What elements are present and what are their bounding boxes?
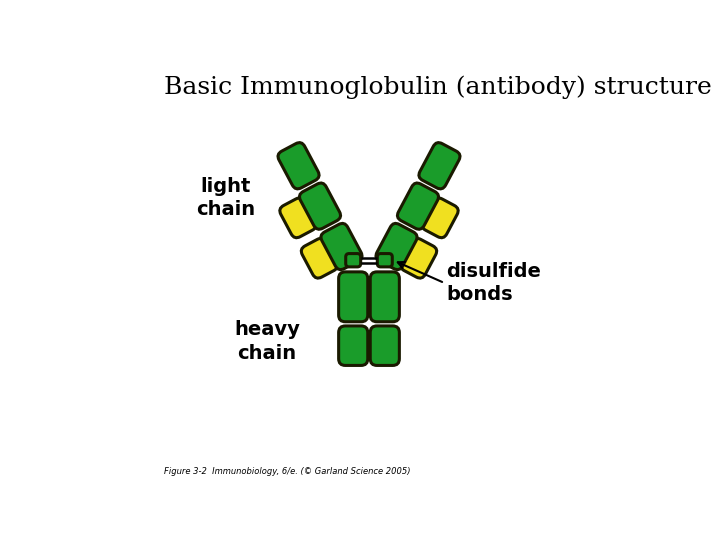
Text: light
chain: light chain [196,177,255,219]
FancyBboxPatch shape [278,143,319,189]
Text: disulfide
bonds: disulfide bonds [446,262,541,305]
FancyBboxPatch shape [280,198,316,238]
FancyBboxPatch shape [422,198,458,238]
FancyBboxPatch shape [321,224,362,269]
Text: Figure 3-2  Immunobiology, 6/e. (© Garland Science 2005): Figure 3-2 Immunobiology, 6/e. (© Garlan… [164,467,411,476]
Text: heavy
chain: heavy chain [234,320,300,362]
FancyBboxPatch shape [300,183,341,230]
FancyBboxPatch shape [419,143,460,189]
FancyBboxPatch shape [377,254,392,267]
FancyBboxPatch shape [400,238,437,278]
FancyBboxPatch shape [338,326,368,366]
FancyBboxPatch shape [376,224,417,269]
FancyBboxPatch shape [397,183,438,230]
Text: Basic Immunoglobulin (antibody) structure: Basic Immunoglobulin (antibody) structur… [164,75,712,99]
FancyBboxPatch shape [346,254,361,267]
FancyBboxPatch shape [370,272,400,322]
FancyBboxPatch shape [338,272,368,322]
FancyBboxPatch shape [370,326,400,366]
FancyBboxPatch shape [301,238,338,278]
